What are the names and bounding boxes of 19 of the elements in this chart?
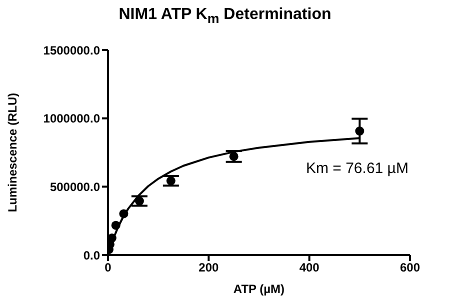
point xyxy=(229,152,238,161)
point xyxy=(108,234,116,243)
point xyxy=(355,126,364,136)
x-axis-title: ATP (µM) xyxy=(233,282,285,296)
y-axis-title: Luminescence (RLU) xyxy=(5,92,20,212)
point xyxy=(119,209,128,218)
point xyxy=(111,220,120,230)
y-tick-label: 500000.0 xyxy=(50,180,100,194)
y-tick-label: 1500000.0 xyxy=(43,43,100,58)
x-tick-label: 200 xyxy=(198,260,219,275)
x-tick-label: 400 xyxy=(299,260,320,275)
x-tick-label: 600 xyxy=(400,260,420,275)
point xyxy=(166,176,176,186)
x-tick-label: 0 xyxy=(104,260,112,275)
chart-title: NIM1 ATP K$_{m}$ Determination xyxy=(118,6,332,26)
y-tick-label: 1000000.0 xyxy=(43,112,100,126)
annotation: Km = 76.61 µM xyxy=(306,160,408,177)
y-tick-label: 0.0 xyxy=(83,248,100,262)
point xyxy=(134,196,144,206)
